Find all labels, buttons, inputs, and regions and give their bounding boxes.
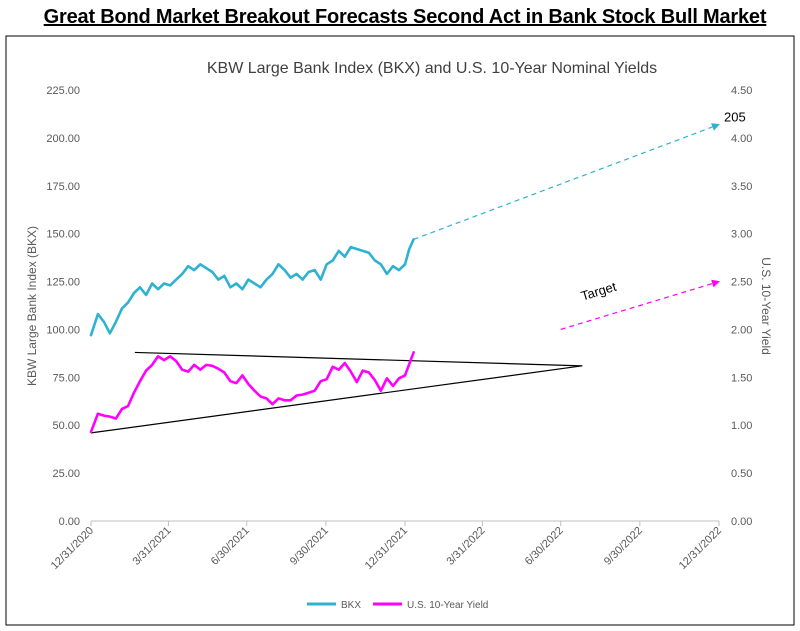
legend-label-yield: U.S. 10-Year Yield [407, 600, 488, 611]
right-y-axis-title: U.S. 10-Year Yield [759, 257, 773, 355]
left-y-tick-label: 100.00 [46, 324, 80, 336]
right-y-tick-label: 1.00 [731, 420, 752, 432]
page-title: Great Bond Market Breakout Forecasts Sec… [43, 6, 767, 28]
right-y-tick-label: 2.00 [731, 324, 752, 336]
chart-title: KBW Large Bank Index (BKX) and U.S. 10-Y… [207, 60, 657, 77]
left-y-tick-label: 150.00 [46, 229, 80, 241]
right-y-tick-label: 4.50 [731, 85, 752, 97]
chart-frame [5, 35, 795, 626]
legend: BKX U.S. 10-Year Yield [307, 600, 488, 611]
left-y-axis-title: KBW Large Bank Index (BKX) [25, 226, 39, 386]
series-line-bkx [89, 238, 415, 337]
forecast-label-205: 205 [724, 109, 746, 124]
left-y-tick-label: 200.00 [46, 133, 80, 145]
legend-label-bkx: BKX [341, 600, 361, 611]
left-y-tick-label: 25.00 [52, 468, 80, 480]
left-y-tick-label: 0.00 [59, 516, 80, 528]
right-y-tick-label: 0.50 [731, 468, 752, 480]
left-y-tick-label: 175.00 [46, 181, 80, 193]
triangle-trendline [134, 351, 583, 367]
series-layer [89, 238, 415, 434]
triangle-trendline [90, 365, 583, 434]
left-y-ticks: 0.00 25.00 50.00 75.00 100.00 125.00 150.00 175… [46, 85, 80, 528]
series-line-yield [89, 351, 415, 434]
right-y-tick-label: 0.00 [731, 516, 752, 528]
right-y-tick-label: 3.50 [731, 181, 752, 193]
right-y-ticks: 0.00 0.50 1.00 1.50 2.00 2.50 3.00 3.50 4.00 4.50 [731, 85, 752, 528]
right-y-tick-label: 1.50 [731, 372, 752, 384]
left-y-tick-label: 225.00 [46, 85, 80, 97]
right-y-tick-label: 2.50 [731, 277, 752, 289]
forecast-arrow [560, 279, 720, 331]
right-y-tick-label: 4.00 [731, 133, 752, 145]
forecast-arrow [413, 123, 720, 240]
left-y-tick-label: 125.00 [46, 277, 80, 289]
left-y-tick-label: 75.00 [52, 372, 80, 384]
left-y-tick-label: 50.00 [52, 420, 80, 432]
right-y-tick-label: 3.00 [731, 229, 752, 241]
